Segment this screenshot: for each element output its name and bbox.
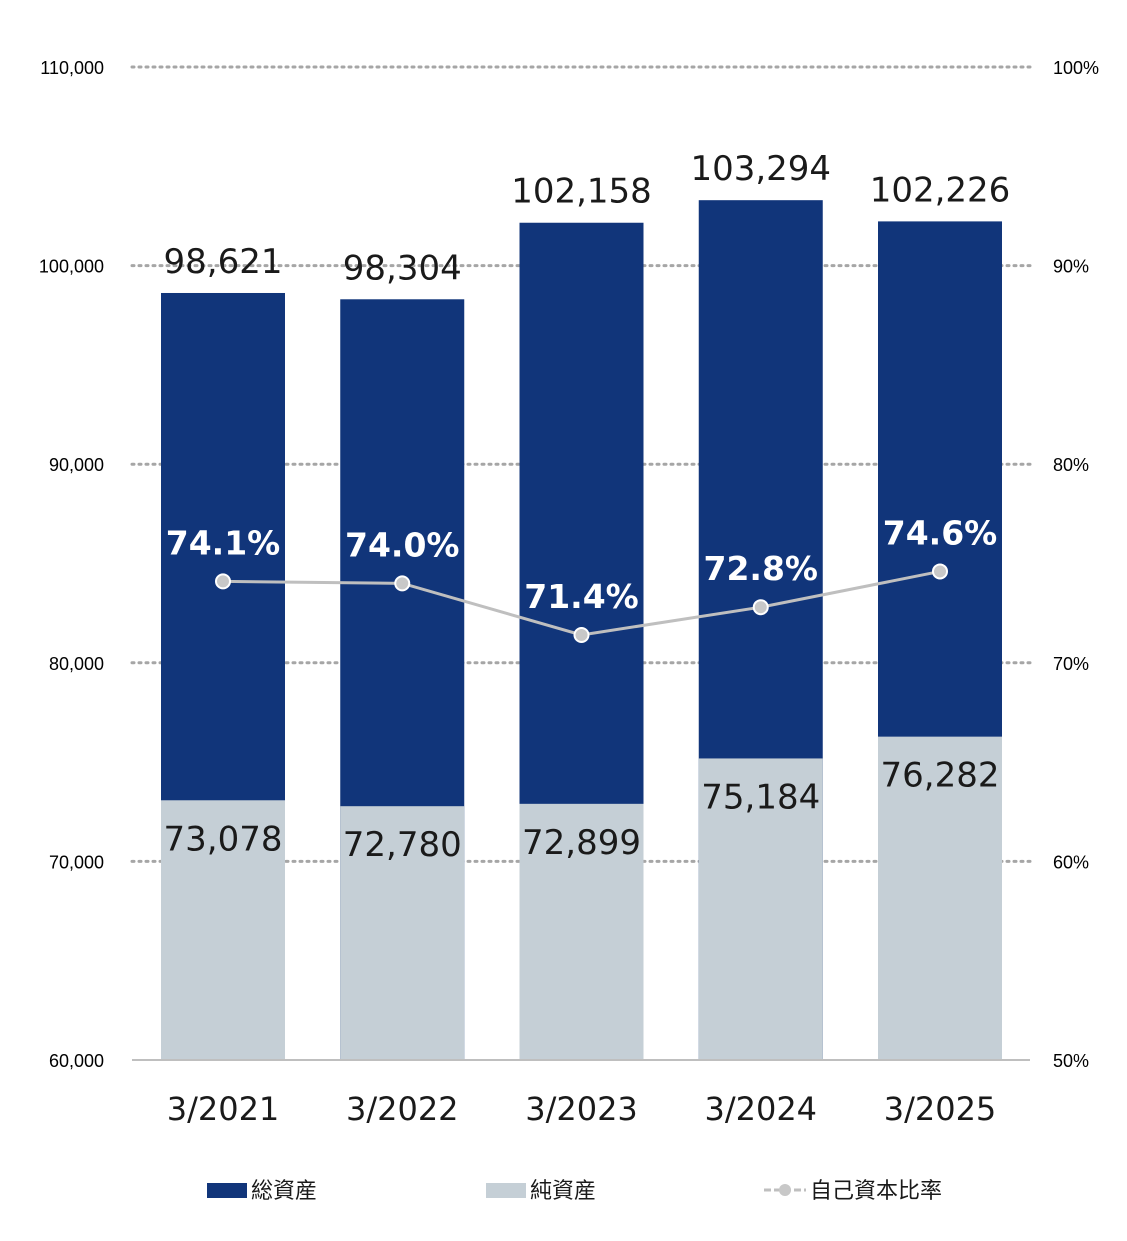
right-tick-label: 70% xyxy=(1053,654,1089,674)
legend-label-net-assets: 純資産 xyxy=(530,1179,596,1204)
data-label-net-assets: 75,184 xyxy=(701,777,820,817)
data-label-ratio: 74.1% xyxy=(166,523,281,562)
data-label-net-assets: 72,780 xyxy=(343,825,462,865)
data-label-total-assets: 103,294 xyxy=(690,149,831,189)
ratio-line xyxy=(215,563,948,643)
data-label-net-assets: 73,078 xyxy=(164,819,283,859)
right-tick-label: 50% xyxy=(1053,1051,1089,1071)
legend-swatch-net-assets xyxy=(486,1183,526,1198)
legend-swatch-total-assets xyxy=(207,1183,247,1198)
left-tick-label: 100,000 xyxy=(39,257,104,277)
right-tick-label: 80% xyxy=(1053,455,1089,475)
ratio-point xyxy=(752,599,769,616)
ratio-point xyxy=(215,573,231,590)
category-label: 3/2021 xyxy=(167,1090,280,1128)
category-label: 3/2024 xyxy=(704,1090,817,1128)
data-label-ratio: 71.4% xyxy=(524,577,639,616)
legend-label-total-assets: 総資産 xyxy=(251,1179,317,1204)
ratio-point xyxy=(932,563,948,580)
right-tick-label: 90% xyxy=(1053,257,1089,277)
bar-net-assets xyxy=(519,803,644,1060)
left-tick-label: 60,000 xyxy=(49,1051,104,1071)
bar-net-assets xyxy=(340,806,465,1060)
category-label: 3/2022 xyxy=(346,1090,459,1128)
left-tick-label: 110,000 xyxy=(40,58,104,78)
data-label-ratio: 72.8% xyxy=(704,549,819,588)
left-axis-ticks: 60,000 70,000 80,000 90,000 100,000 110,000 xyxy=(39,58,104,1071)
category-labels: 3/2021 3/2022 3/2023 3/2024 3/2025 xyxy=(167,1090,997,1128)
right-tick-label: 100% xyxy=(1053,58,1099,78)
left-tick-label: 70,000 xyxy=(49,852,104,872)
left-tick-label: 80,000 xyxy=(49,654,104,674)
left-tick-label: 90,000 xyxy=(49,455,104,475)
category-label: 3/2023 xyxy=(525,1090,638,1128)
data-label-ratio: 74.0% xyxy=(345,525,460,564)
ratio-point xyxy=(573,626,590,643)
bar-net-assets xyxy=(698,758,823,1060)
right-axis-ticks: 50% 60% 70% 80% 90% 100% xyxy=(1053,58,1099,1071)
data-label-total-assets: 98,621 xyxy=(164,242,283,282)
bar-net-assets xyxy=(161,800,285,1060)
data-label-total-assets: 102,226 xyxy=(870,170,1011,210)
data-label-net-assets: 72,899 xyxy=(522,823,641,863)
right-tick-label: 60% xyxy=(1053,852,1089,872)
legend-swatch-ratio-marker xyxy=(779,1184,791,1196)
ratio-point xyxy=(394,575,411,592)
data-label-net-assets: 76,282 xyxy=(881,756,1000,796)
data-label-total-assets: 102,158 xyxy=(511,172,652,212)
bar-net-assets xyxy=(878,736,1002,1060)
data-label-total-assets: 98,304 xyxy=(343,248,462,288)
legend: 総資産 純資産 自己資本比率 xyxy=(207,1179,942,1204)
bars xyxy=(161,200,1002,1060)
legend-label-ratio: 自己資本比率 xyxy=(810,1179,942,1204)
category-label: 3/2025 xyxy=(884,1090,997,1128)
data-label-ratio: 74.6% xyxy=(883,513,998,552)
data-labels: 98,621 73,078 74.1% 98,304 72,780 74.0% 102,15… xyxy=(164,149,1011,865)
